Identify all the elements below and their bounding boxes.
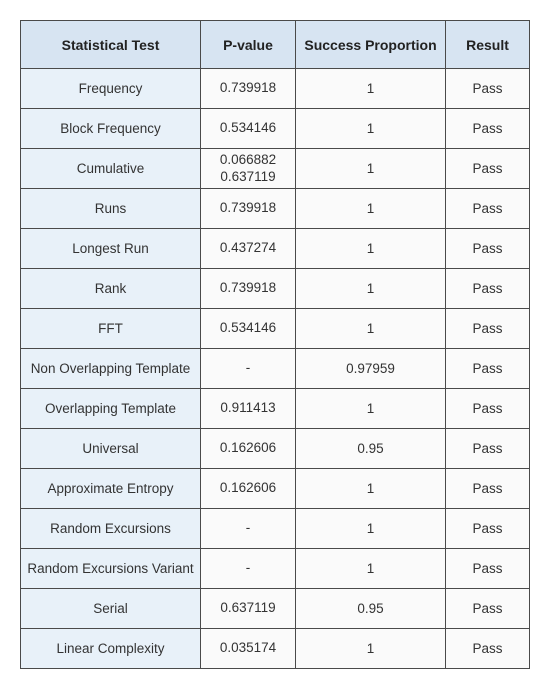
cell-success: 1 [296, 469, 446, 509]
cell-result: Pass [446, 69, 530, 109]
cell-success: 0.95 [296, 589, 446, 629]
cell-result: Pass [446, 509, 530, 549]
cell-pvalue: 0.739918 [201, 69, 296, 109]
cell-test-name: Linear Complexity [21, 629, 201, 669]
header-row: Statistical Test P-value Success Proport… [21, 21, 530, 69]
cell-pvalue: 0.066882 0.637119 [201, 149, 296, 189]
cell-result: Pass [446, 189, 530, 229]
cell-success: 1 [296, 189, 446, 229]
table-row: Linear Complexity0.0351741Pass [21, 629, 530, 669]
cell-result: Pass [446, 589, 530, 629]
statistical-tests-table: Statistical Test P-value Success Proport… [20, 20, 530, 669]
cell-pvalue: 0.162606 [201, 469, 296, 509]
cell-success: 1 [296, 229, 446, 269]
cell-result: Pass [446, 229, 530, 269]
cell-success: 1 [296, 549, 446, 589]
cell-success: 1 [296, 389, 446, 429]
table-row: Runs0.7399181Pass [21, 189, 530, 229]
cell-pvalue: 0.534146 [201, 109, 296, 149]
cell-success: 1 [296, 629, 446, 669]
table-row: Overlapping Template0.9114131Pass [21, 389, 530, 429]
cell-test-name: Block Frequency [21, 109, 201, 149]
cell-test-name: Random Excursions Variant [21, 549, 201, 589]
cell-success: 1 [296, 69, 446, 109]
cell-test-name: Cumulative [21, 149, 201, 189]
table-row: FFT0.5341461Pass [21, 309, 530, 349]
cell-result: Pass [446, 549, 530, 589]
cell-result: Pass [446, 469, 530, 509]
header-test: Statistical Test [21, 21, 201, 69]
header-pvalue: P-value [201, 21, 296, 69]
cell-pvalue: 0.534146 [201, 309, 296, 349]
cell-success: 1 [296, 509, 446, 549]
cell-result: Pass [446, 309, 530, 349]
cell-pvalue: 0.437274 [201, 229, 296, 269]
cell-success: 1 [296, 109, 446, 149]
cell-pvalue: 0.739918 [201, 189, 296, 229]
cell-test-name: Non Overlapping Template [21, 349, 201, 389]
table-row: Rank0.7399181Pass [21, 269, 530, 309]
cell-test-name: Runs [21, 189, 201, 229]
header-success: Success Proportion [296, 21, 446, 69]
table-row: Random Excursions Variant-1Pass [21, 549, 530, 589]
table-row: Random Excursions-1Pass [21, 509, 530, 549]
cell-test-name: Longest Run [21, 229, 201, 269]
cell-pvalue: - [201, 349, 296, 389]
cell-test-name: Serial [21, 589, 201, 629]
cell-result: Pass [446, 149, 530, 189]
cell-success: 1 [296, 269, 446, 309]
cell-test-name: Random Excursions [21, 509, 201, 549]
cell-test-name: Approximate Entropy [21, 469, 201, 509]
cell-pvalue: 0.637119 [201, 589, 296, 629]
cell-success: 1 [296, 309, 446, 349]
table-row: Non Overlapping Template-0.97959Pass [21, 349, 530, 389]
cell-pvalue: 0.162606 [201, 429, 296, 469]
cell-result: Pass [446, 629, 530, 669]
cell-test-name: Rank [21, 269, 201, 309]
cell-success: 0.95 [296, 429, 446, 469]
cell-result: Pass [446, 109, 530, 149]
table-row: Universal0.1626060.95Pass [21, 429, 530, 469]
cell-test-name: Overlapping Template [21, 389, 201, 429]
cell-pvalue: 0.911413 [201, 389, 296, 429]
table-row: Frequency0.7399181Pass [21, 69, 530, 109]
cell-test-name: FFT [21, 309, 201, 349]
cell-result: Pass [446, 269, 530, 309]
header-result: Result [446, 21, 530, 69]
cell-success: 0.97959 [296, 349, 446, 389]
cell-success: 1 [296, 149, 446, 189]
cell-test-name: Universal [21, 429, 201, 469]
cell-pvalue: 0.739918 [201, 269, 296, 309]
cell-pvalue: - [201, 549, 296, 589]
cell-result: Pass [446, 429, 530, 469]
table-row: Serial0.6371190.95Pass [21, 589, 530, 629]
cell-pvalue: - [201, 509, 296, 549]
table-row: Approximate Entropy0.1626061Pass [21, 469, 530, 509]
table-row: Longest Run0.4372741Pass [21, 229, 530, 269]
cell-result: Pass [446, 349, 530, 389]
cell-result: Pass [446, 389, 530, 429]
cell-pvalue: 0.035174 [201, 629, 296, 669]
table-row: Block Frequency0.5341461Pass [21, 109, 530, 149]
table-row: Cumulative0.066882 0.6371191Pass [21, 149, 530, 189]
cell-test-name: Frequency [21, 69, 201, 109]
